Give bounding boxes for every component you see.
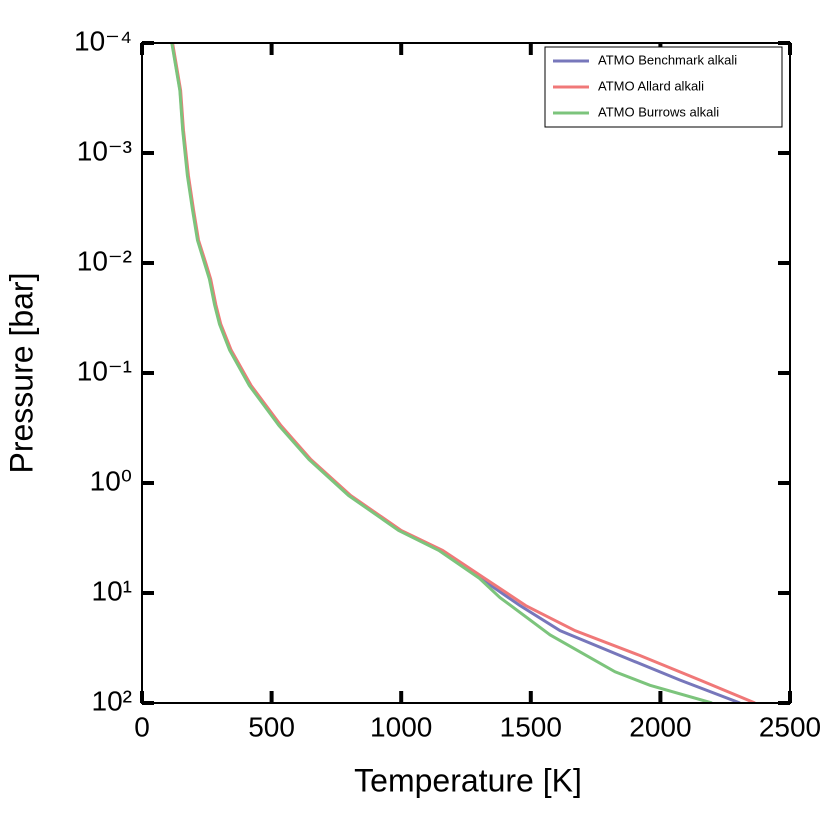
line <box>170 43 741 703</box>
y-tick-label: 10⁻⁴ <box>74 25 132 56</box>
plot-frame <box>141 42 791 704</box>
x-tick-label: 2500 <box>759 711 821 742</box>
line <box>171 43 756 703</box>
x-tick-label: 1000 <box>370 711 432 742</box>
legend-label: ATMO Allard alkali <box>598 78 704 93</box>
y-tick-label: 10⁰ <box>90 465 132 496</box>
x-tick-label: 2000 <box>629 711 691 742</box>
y-tick-label: 10⁻¹ <box>77 355 132 386</box>
legend-label: ATMO Benchmark alkali <box>598 52 737 67</box>
y-tick-label: 10⁻³ <box>77 135 132 166</box>
y-tick-label: 10¹ <box>92 575 132 606</box>
x-tick-label: 0 <box>134 711 150 742</box>
y-tick-label: 10² <box>92 685 132 716</box>
y-axis-label: Pressure [bar] <box>3 273 39 474</box>
x-tick-label: 1500 <box>500 711 562 742</box>
legend-label: ATMO Burrows alkali <box>598 104 719 119</box>
y-tick-label: 10⁻² <box>77 245 132 276</box>
x-axis-label: Temperature [K] <box>354 762 582 798</box>
x-tick-label: 500 <box>248 711 295 742</box>
line <box>170 43 713 703</box>
